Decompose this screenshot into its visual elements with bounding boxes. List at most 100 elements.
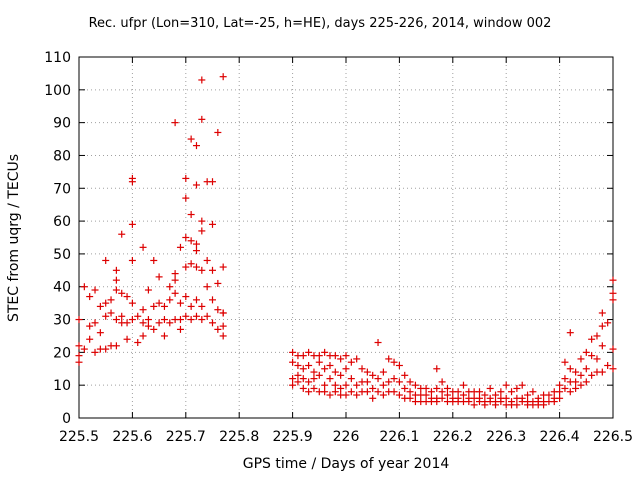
- data-point: [556, 381, 564, 389]
- data-point: [187, 302, 195, 310]
- data-point: [518, 381, 526, 389]
- data-point: [214, 128, 222, 136]
- data-point: [433, 384, 441, 392]
- data-point: [182, 293, 190, 301]
- data-point: [337, 355, 345, 363]
- data-point: [289, 358, 297, 366]
- data-point: [96, 329, 104, 337]
- x-tick-label: 226.3: [486, 429, 526, 445]
- data-point: [310, 384, 318, 392]
- data-point: [310, 368, 318, 376]
- data-point: [112, 276, 120, 284]
- data-point: [433, 365, 441, 373]
- data-point: [305, 378, 313, 386]
- data-point: [572, 368, 580, 376]
- x-tick-label: 226: [333, 429, 360, 445]
- data-point: [465, 398, 473, 406]
- data-point: [321, 365, 329, 373]
- data-point: [593, 355, 601, 363]
- y-tick-label: 10: [53, 378, 71, 394]
- data-point: [112, 266, 120, 274]
- y-tick-label: 0: [62, 411, 71, 427]
- y-tick-label: 20: [53, 345, 71, 361]
- data-point: [470, 401, 478, 409]
- x-tick-label: 226.1: [379, 429, 419, 445]
- data-point: [192, 263, 200, 271]
- data-point: [566, 329, 574, 337]
- data-point: [422, 391, 430, 399]
- data-point: [577, 371, 585, 379]
- data-point: [358, 365, 366, 373]
- data-point: [139, 332, 147, 340]
- data-point: [166, 296, 174, 304]
- y-tick-label: 110: [44, 50, 71, 66]
- data-point: [91, 348, 99, 356]
- data-point: [182, 194, 190, 202]
- data-point: [390, 375, 398, 383]
- data-point: [577, 355, 585, 363]
- data-point: [492, 401, 500, 409]
- data-point: [598, 322, 606, 330]
- data-point: [347, 375, 355, 383]
- data-point: [91, 286, 99, 294]
- data-point: [572, 384, 580, 392]
- data-point: [118, 289, 126, 297]
- data-point: [582, 365, 590, 373]
- data-point: [128, 178, 136, 186]
- data-point: [353, 355, 361, 363]
- data-point: [75, 358, 83, 366]
- data-point: [609, 296, 617, 304]
- data-point: [96, 302, 104, 310]
- data-point: [337, 384, 345, 392]
- data-point: [203, 256, 211, 264]
- data-point: [299, 375, 307, 383]
- data-point: [299, 365, 307, 373]
- data-point: [155, 273, 163, 281]
- data-point: [459, 391, 467, 399]
- data-point: [502, 381, 510, 389]
- data-point: [331, 368, 339, 376]
- data-point: [572, 378, 580, 386]
- data-point: [577, 381, 585, 389]
- data-point: [353, 381, 361, 389]
- data-point: [347, 358, 355, 366]
- data-point: [374, 339, 382, 347]
- data-point: [374, 375, 382, 383]
- data-point: [198, 266, 206, 274]
- data-point: [342, 365, 350, 373]
- data-point: [604, 361, 612, 369]
- data-point: [102, 299, 110, 307]
- data-point: [556, 394, 564, 402]
- data-point: [459, 381, 467, 389]
- data-point: [219, 73, 227, 81]
- data-point: [150, 302, 158, 310]
- data-point: [209, 296, 216, 304]
- data-point: [192, 247, 200, 255]
- data-point: [609, 289, 617, 297]
- data-point: [369, 394, 377, 402]
- data-point: [481, 401, 489, 409]
- data-point: [598, 342, 606, 350]
- data-point: [166, 283, 174, 291]
- plot-frame: [78, 56, 614, 419]
- x-tick-label: 225.7: [166, 429, 206, 445]
- data-point: [209, 319, 216, 327]
- y-tick-label: 50: [53, 247, 71, 263]
- y-tick-label: 90: [53, 116, 71, 132]
- data-point: [385, 355, 393, 363]
- data-point: [556, 388, 564, 396]
- data-point: [176, 316, 184, 324]
- data-point: [134, 312, 142, 320]
- data-point: [160, 316, 168, 324]
- data-point: [118, 312, 126, 320]
- data-point: [166, 319, 174, 327]
- data-point: [187, 237, 195, 245]
- data-point: [609, 276, 617, 284]
- data-point: [80, 283, 88, 291]
- data-point: [550, 398, 558, 406]
- data-point: [582, 348, 590, 356]
- data-point: [75, 316, 83, 324]
- data-point: [187, 135, 195, 143]
- data-point: [219, 332, 227, 340]
